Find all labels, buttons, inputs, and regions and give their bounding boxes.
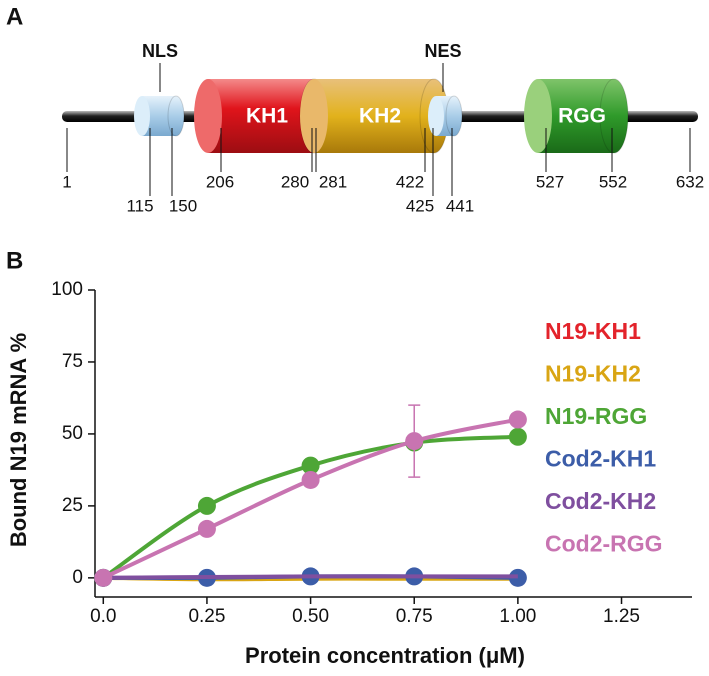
domain-diagram: NLS KH1 KH2 NES RGG 1 115 150 206 280 281 422 425 441… [62, 41, 704, 216]
domain-cap [134, 96, 150, 136]
data-point [197, 519, 216, 538]
position-label: 206 [206, 172, 234, 191]
x-tick-label: 1.25 [603, 606, 640, 627]
domain-cap [428, 96, 444, 136]
y-tick-label: 0 [72, 567, 83, 588]
domain-label: KH2 [359, 105, 401, 128]
data-point [301, 470, 320, 489]
y-tick-label: 75 [62, 351, 83, 372]
x-tick-label: 0.50 [292, 606, 329, 627]
legend-entry: N19-RGG [545, 403, 647, 429]
x-axis-label: Protein concentration (μM) [245, 643, 525, 668]
position-label: 281 [319, 172, 347, 191]
position-label: 280 [281, 172, 309, 191]
legend-entry: Cod2-KH1 [545, 446, 656, 472]
position-label: 115 [126, 196, 153, 215]
chart: 0 25 50 75 100 0.0 0.25 0.50 0.75 1.00 1.25 Protein… [6, 279, 692, 668]
domain-end [445, 95, 463, 137]
y-tick-label: 50 [62, 423, 83, 444]
domain-cap [194, 79, 222, 153]
data-point [94, 568, 113, 587]
data-point [405, 432, 424, 451]
panel-label: A [6, 3, 23, 30]
domain-end [167, 95, 185, 137]
domain-label: NLS [142, 41, 178, 61]
legend-entry: N19-KH1 [545, 318, 641, 344]
data-point [301, 456, 320, 475]
domain-label: NES [424, 41, 461, 61]
data-point [508, 427, 527, 446]
x-tick-label: 1.00 [499, 606, 536, 627]
domain-cap [524, 79, 552, 153]
position-label: 632 [676, 172, 704, 191]
y-axis-label: Bound N19 mRNA % [6, 333, 31, 547]
y-tick-label: 100 [51, 279, 83, 300]
series-line [102, 417, 519, 580]
legend-entry: Cod2-RGG [545, 531, 663, 557]
x-tick-label: 0.25 [188, 606, 225, 627]
position-label: 422 [396, 172, 424, 191]
domain-cap [300, 79, 328, 153]
position-label: 150 [169, 196, 197, 215]
series-line [103, 574, 518, 580]
position-label: 527 [536, 172, 564, 191]
domain-label: KH1 [246, 105, 288, 128]
y-tick-label: 25 [62, 495, 83, 516]
domain [314, 79, 434, 153]
legend-entry: Cod2-KH2 [545, 488, 656, 514]
panel-label: B [6, 247, 23, 274]
data-point [197, 496, 216, 515]
domain [208, 79, 314, 153]
domain-end [599, 78, 629, 154]
x-tick-label: 0.75 [396, 606, 433, 627]
position-label: 441 [446, 196, 474, 215]
position-label: 1 [62, 172, 71, 191]
domain-label: RGG [558, 105, 606, 128]
data-point [508, 410, 527, 429]
position-label: 425 [406, 196, 434, 215]
position-label: 552 [599, 172, 627, 191]
x-tick-label: 0.0 [90, 606, 116, 627]
legend-entry: N19-KH2 [545, 361, 641, 387]
